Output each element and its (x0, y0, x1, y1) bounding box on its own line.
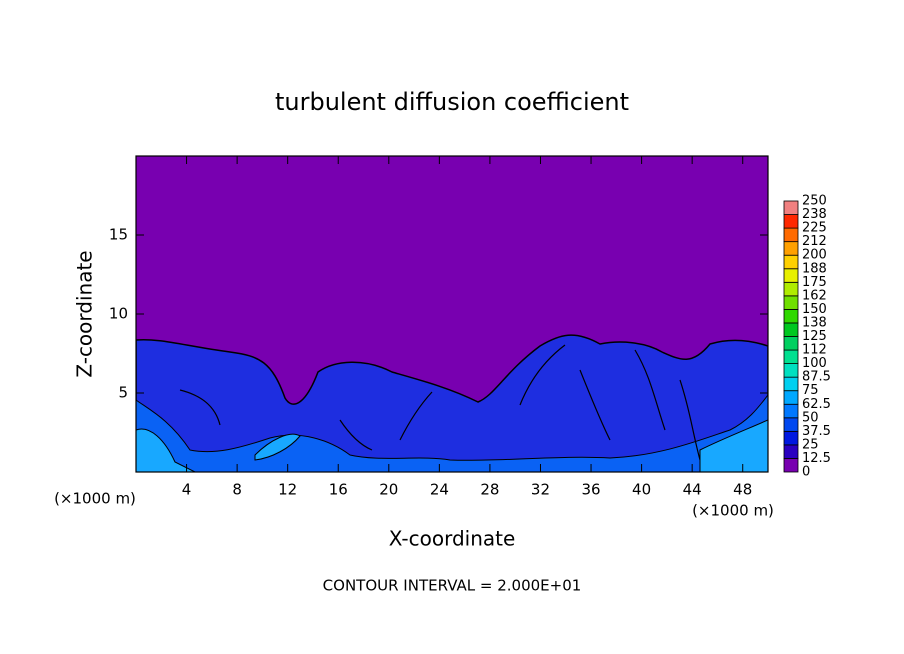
colorbar-label: 188 (802, 261, 827, 276)
x-tick-label: 16 (329, 481, 348, 499)
colorbar-label: 112 (802, 343, 827, 358)
colorbar-label: 250 (802, 194, 827, 209)
footer-note: CONTOUR INTERVAL = 2.000E+01 (323, 577, 582, 595)
colorbar-swatch (783, 268, 799, 283)
colorbar-swatch (783, 349, 799, 364)
colorbar-label: 225 (802, 221, 827, 236)
colorbar-label: 87.5 (802, 370, 831, 385)
colorbar-swatch (783, 295, 799, 310)
x-tick-label: 28 (480, 481, 499, 499)
x-tick-label: 44 (683, 481, 702, 499)
colorbar-label: 100 (802, 356, 827, 371)
colorbar-swatch (783, 363, 799, 378)
colorbar-swatch (783, 403, 799, 419)
colorbar-swatch (783, 254, 799, 270)
colorbar-label: 150 (802, 302, 827, 317)
colorbar-swatch (783, 308, 799, 324)
colorbar-label: 62.5 (802, 397, 831, 412)
colorbar-label: 0 (802, 465, 810, 480)
colorbar-label: 200 (802, 248, 827, 263)
colorbar-swatch (783, 458, 799, 473)
colorbar-label: 75 (802, 383, 819, 398)
colorbar-swatch (783, 417, 799, 432)
colorbar-swatch (783, 376, 799, 392)
colorbar-label: 125 (802, 329, 827, 344)
colorbar-swatch (783, 390, 799, 405)
colorbar-swatch (783, 241, 799, 256)
x-unit-label: (×1000 m) (54, 490, 136, 508)
colorbar-label: 37.5 (802, 424, 831, 439)
colorbar-label: 175 (802, 275, 827, 290)
high-patch (136, 419, 768, 472)
colorbar-swatch (783, 336, 799, 351)
colorbar-swatch (783, 444, 799, 459)
mid-layer (136, 394, 768, 472)
colorbar-label: 50 (802, 410, 819, 425)
y-tick-label: 10 (109, 305, 128, 323)
y-tick-label: 15 (109, 226, 128, 244)
colorbar-label: 138 (802, 315, 827, 330)
colorbar-label: 162 (802, 288, 827, 303)
x-tick-label: 8 (232, 481, 242, 499)
colorbar-swatch (783, 430, 799, 446)
x-tick-label: 20 (379, 481, 398, 499)
colorbar-swatch (783, 200, 799, 215)
streak (179, 344, 701, 461)
colorbar-swatch (783, 227, 799, 243)
x-axis-title: X-coordinate (389, 527, 516, 551)
colorbar-swatch (783, 281, 799, 297)
y-axis-title: Z-coordinate (73, 250, 97, 377)
x-tick-label: 24 (430, 481, 449, 499)
x-tick-label: 48 (733, 481, 752, 499)
colorbar-label: 212 (802, 234, 827, 249)
x-unit-label: (×1000 m) (692, 502, 774, 520)
x-tick-label: 36 (581, 481, 600, 499)
field (136, 156, 768, 472)
x-tick-label: 12 (278, 481, 297, 499)
colorbar-label: 12.5 (802, 451, 831, 466)
chart-title: turbulent diffusion coefficient (275, 88, 629, 116)
y-tick-label: 5 (118, 384, 128, 402)
x-tick-label: 32 (531, 481, 550, 499)
x-tick-label: 4 (182, 481, 192, 499)
colorbar-swatch (783, 214, 799, 229)
colorbar-label: 25 (802, 437, 819, 452)
colorbar-swatch (783, 322, 799, 337)
colorbar-label: 238 (802, 207, 827, 222)
x-tick-label: 40 (632, 481, 651, 499)
